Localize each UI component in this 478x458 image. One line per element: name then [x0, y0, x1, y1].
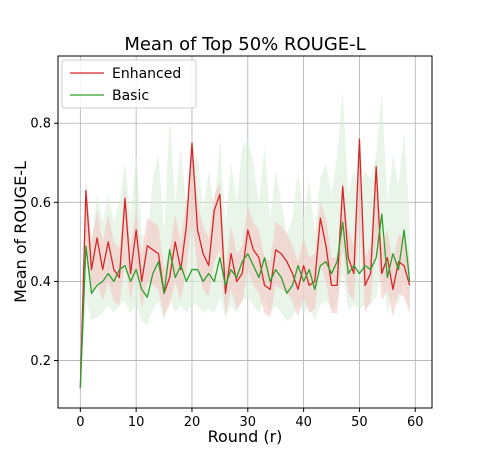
legend-box: [61, 59, 197, 109]
x-tick-label: 30: [240, 415, 257, 430]
plot-area-frame: [57, 55, 433, 409]
y-tick-label: 0.2: [30, 354, 51, 369]
confidence-bands: [80, 91, 410, 401]
x-tick-label: 40: [295, 415, 312, 430]
series-lines: [79, 138, 411, 389]
x-tick-label: 10: [128, 415, 145, 430]
line-enhanced: [79, 138, 411, 389]
y-tick-label: 0.4: [30, 275, 51, 290]
x-axis-label: Round (r): [208, 427, 283, 446]
axis-ticks: 0 10 20 30 40 50 60 0.2 0.4 0.6 0.8: [30, 117, 423, 430]
y-axis-label: Mean of ROUGE-L: [11, 161, 30, 303]
y-tick-label: 0.8: [30, 117, 51, 132]
x-tick-label: 0: [76, 415, 84, 430]
x-tick-label: 60: [407, 415, 424, 430]
line-basic: [79, 213, 411, 389]
band-enhanced: [80, 131, 410, 401]
y-tick-label: 0.6: [30, 196, 51, 211]
x-tick-label: 50: [351, 415, 368, 430]
x-tick-label: 20: [184, 415, 201, 430]
legend-label-enhanced: Enhanced: [112, 66, 181, 82]
chart-title: Mean of Top 50% ROUGE-L: [124, 34, 365, 55]
legend: Enhanced Basic: [61, 59, 197, 109]
legend-label-basic: Basic: [112, 88, 149, 104]
